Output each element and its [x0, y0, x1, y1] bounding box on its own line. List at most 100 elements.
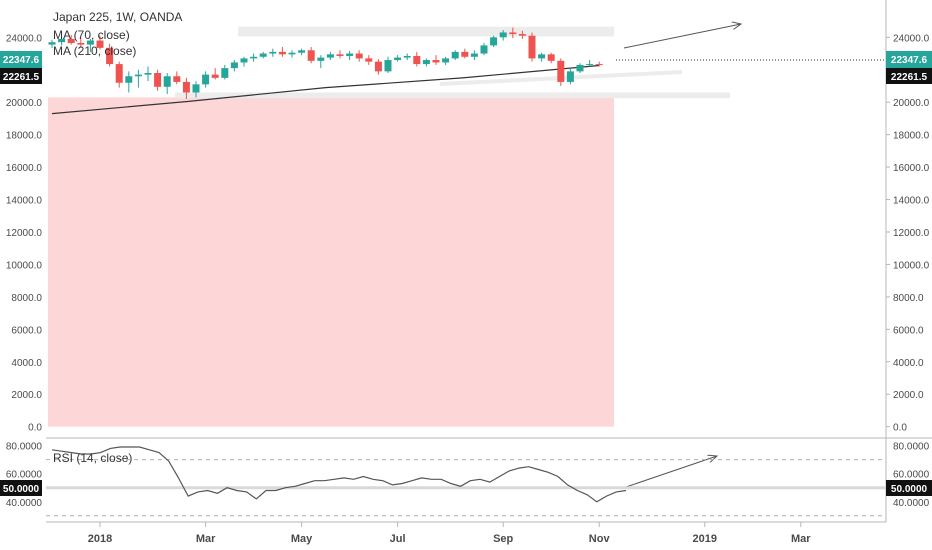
ma-value-tag-left: 22261.5	[0, 68, 42, 84]
candle-body	[509, 32, 517, 35]
candle-body	[413, 55, 421, 65]
y-tick-label-right: 18000.0	[893, 131, 930, 142]
candle-body	[307, 50, 315, 61]
candle	[125, 71, 133, 93]
candle-body	[211, 74, 219, 78]
candle	[595, 61, 603, 67]
candle	[163, 73, 171, 95]
candle	[211, 68, 219, 80]
x-tick-label: Jul	[390, 533, 406, 545]
candle	[96, 35, 104, 50]
candle	[77, 37, 85, 48]
candle	[422, 58, 430, 67]
ma210-legend: MA (210, close)	[53, 44, 136, 58]
candle	[298, 48, 306, 56]
candle	[365, 55, 373, 65]
y-tick-label-left: 18000.0	[6, 131, 43, 142]
candle-body	[576, 64, 584, 72]
y-tick-label-right: 20000.0	[893, 98, 930, 109]
candle-body	[288, 52, 296, 55]
candle	[528, 32, 536, 62]
candle	[566, 68, 574, 85]
candle-body	[480, 45, 488, 54]
rsi-tick-label-right: 60.0000	[893, 470, 930, 481]
drawing-zones	[48, 26, 730, 427]
y-tick-label-right: 14000.0	[893, 196, 930, 207]
candle-body	[115, 64, 123, 83]
top-band	[238, 26, 614, 37]
candle	[403, 53, 411, 61]
candle-body	[355, 53, 363, 59]
trend-arrow-price[interactable]	[623, 24, 741, 49]
y-tick-label-left: 0.0	[28, 423, 42, 434]
resistance-zone	[48, 97, 614, 427]
candle-body	[346, 53, 354, 56]
y-tick-label-left: 24000.0	[6, 33, 43, 44]
candle	[58, 37, 66, 46]
candle-body	[595, 64, 603, 66]
candle	[250, 53, 258, 62]
candle-body	[86, 40, 94, 45]
candle	[317, 55, 325, 69]
candle	[394, 55, 402, 62]
candle-body	[403, 55, 411, 58]
ma70-legend: MA (70, close)	[53, 28, 130, 42]
candle	[374, 59, 382, 75]
candle	[451, 50, 459, 61]
candle	[413, 51, 421, 67]
candle-body	[317, 57, 325, 61]
candle	[355, 50, 363, 62]
candle-body	[269, 51, 277, 54]
candle-body	[518, 34, 526, 36]
ma-value-tag-right: 22261.5	[886, 68, 932, 84]
candle-body	[77, 42, 85, 45]
candle-body	[384, 60, 392, 72]
candle	[106, 43, 114, 67]
candle-body	[125, 76, 133, 83]
candle-body	[259, 53, 267, 57]
y-tick-label-right: 24000.0	[893, 33, 930, 44]
candle	[586, 60, 594, 67]
candle-body	[230, 62, 238, 69]
candle-body	[538, 54, 546, 59]
candle	[470, 50, 478, 61]
candle	[326, 51, 334, 61]
trend-arrow-rsi[interactable]	[625, 456, 717, 488]
candle-body	[490, 37, 498, 46]
candle-body	[528, 35, 536, 59]
y-tick-label-right: 16000.0	[893, 163, 930, 174]
candle	[154, 69, 162, 91]
candle-body	[566, 71, 574, 82]
candle-body	[298, 50, 306, 53]
y-tick-label-left: 14000.0	[6, 196, 43, 207]
candle	[288, 50, 296, 58]
candle	[538, 52, 546, 62]
candle	[202, 71, 210, 88]
y-tick-label-right: 8000.0	[893, 293, 924, 304]
candle	[278, 47, 286, 57]
candle	[547, 52, 555, 64]
candle	[173, 71, 181, 85]
candle	[48, 39, 56, 48]
rsi-tick-label-left: 40.0000	[6, 498, 43, 509]
y-tick-label-right: 0.0	[893, 423, 907, 434]
candle-body	[106, 47, 114, 65]
candle	[230, 60, 238, 72]
candle	[490, 35, 498, 48]
svg-text:22347.6: 22347.6	[3, 55, 40, 66]
svg-text:22261.5: 22261.5	[3, 72, 40, 83]
candle-body	[144, 73, 152, 75]
candle-body	[67, 38, 75, 43]
candle-body	[326, 54, 334, 58]
y-tick-label-right: 12000.0	[893, 228, 930, 239]
candle-body	[374, 61, 382, 72]
svg-text:22261.5: 22261.5	[891, 72, 928, 83]
y-tick-label-left: 8000.0	[11, 293, 42, 304]
y-tick-label-left: 10000.0	[6, 260, 43, 271]
rsi-tick-label-right: 80.0000	[893, 442, 930, 453]
y-tick-label-right: 10000.0	[893, 260, 930, 271]
candle-body	[202, 74, 210, 85]
candle-body	[192, 84, 200, 93]
left-axis-ticks: 0.0 2000.0 4000.0 6000.0 8000.0 10000.0 12000.…	[6, 33, 43, 433]
